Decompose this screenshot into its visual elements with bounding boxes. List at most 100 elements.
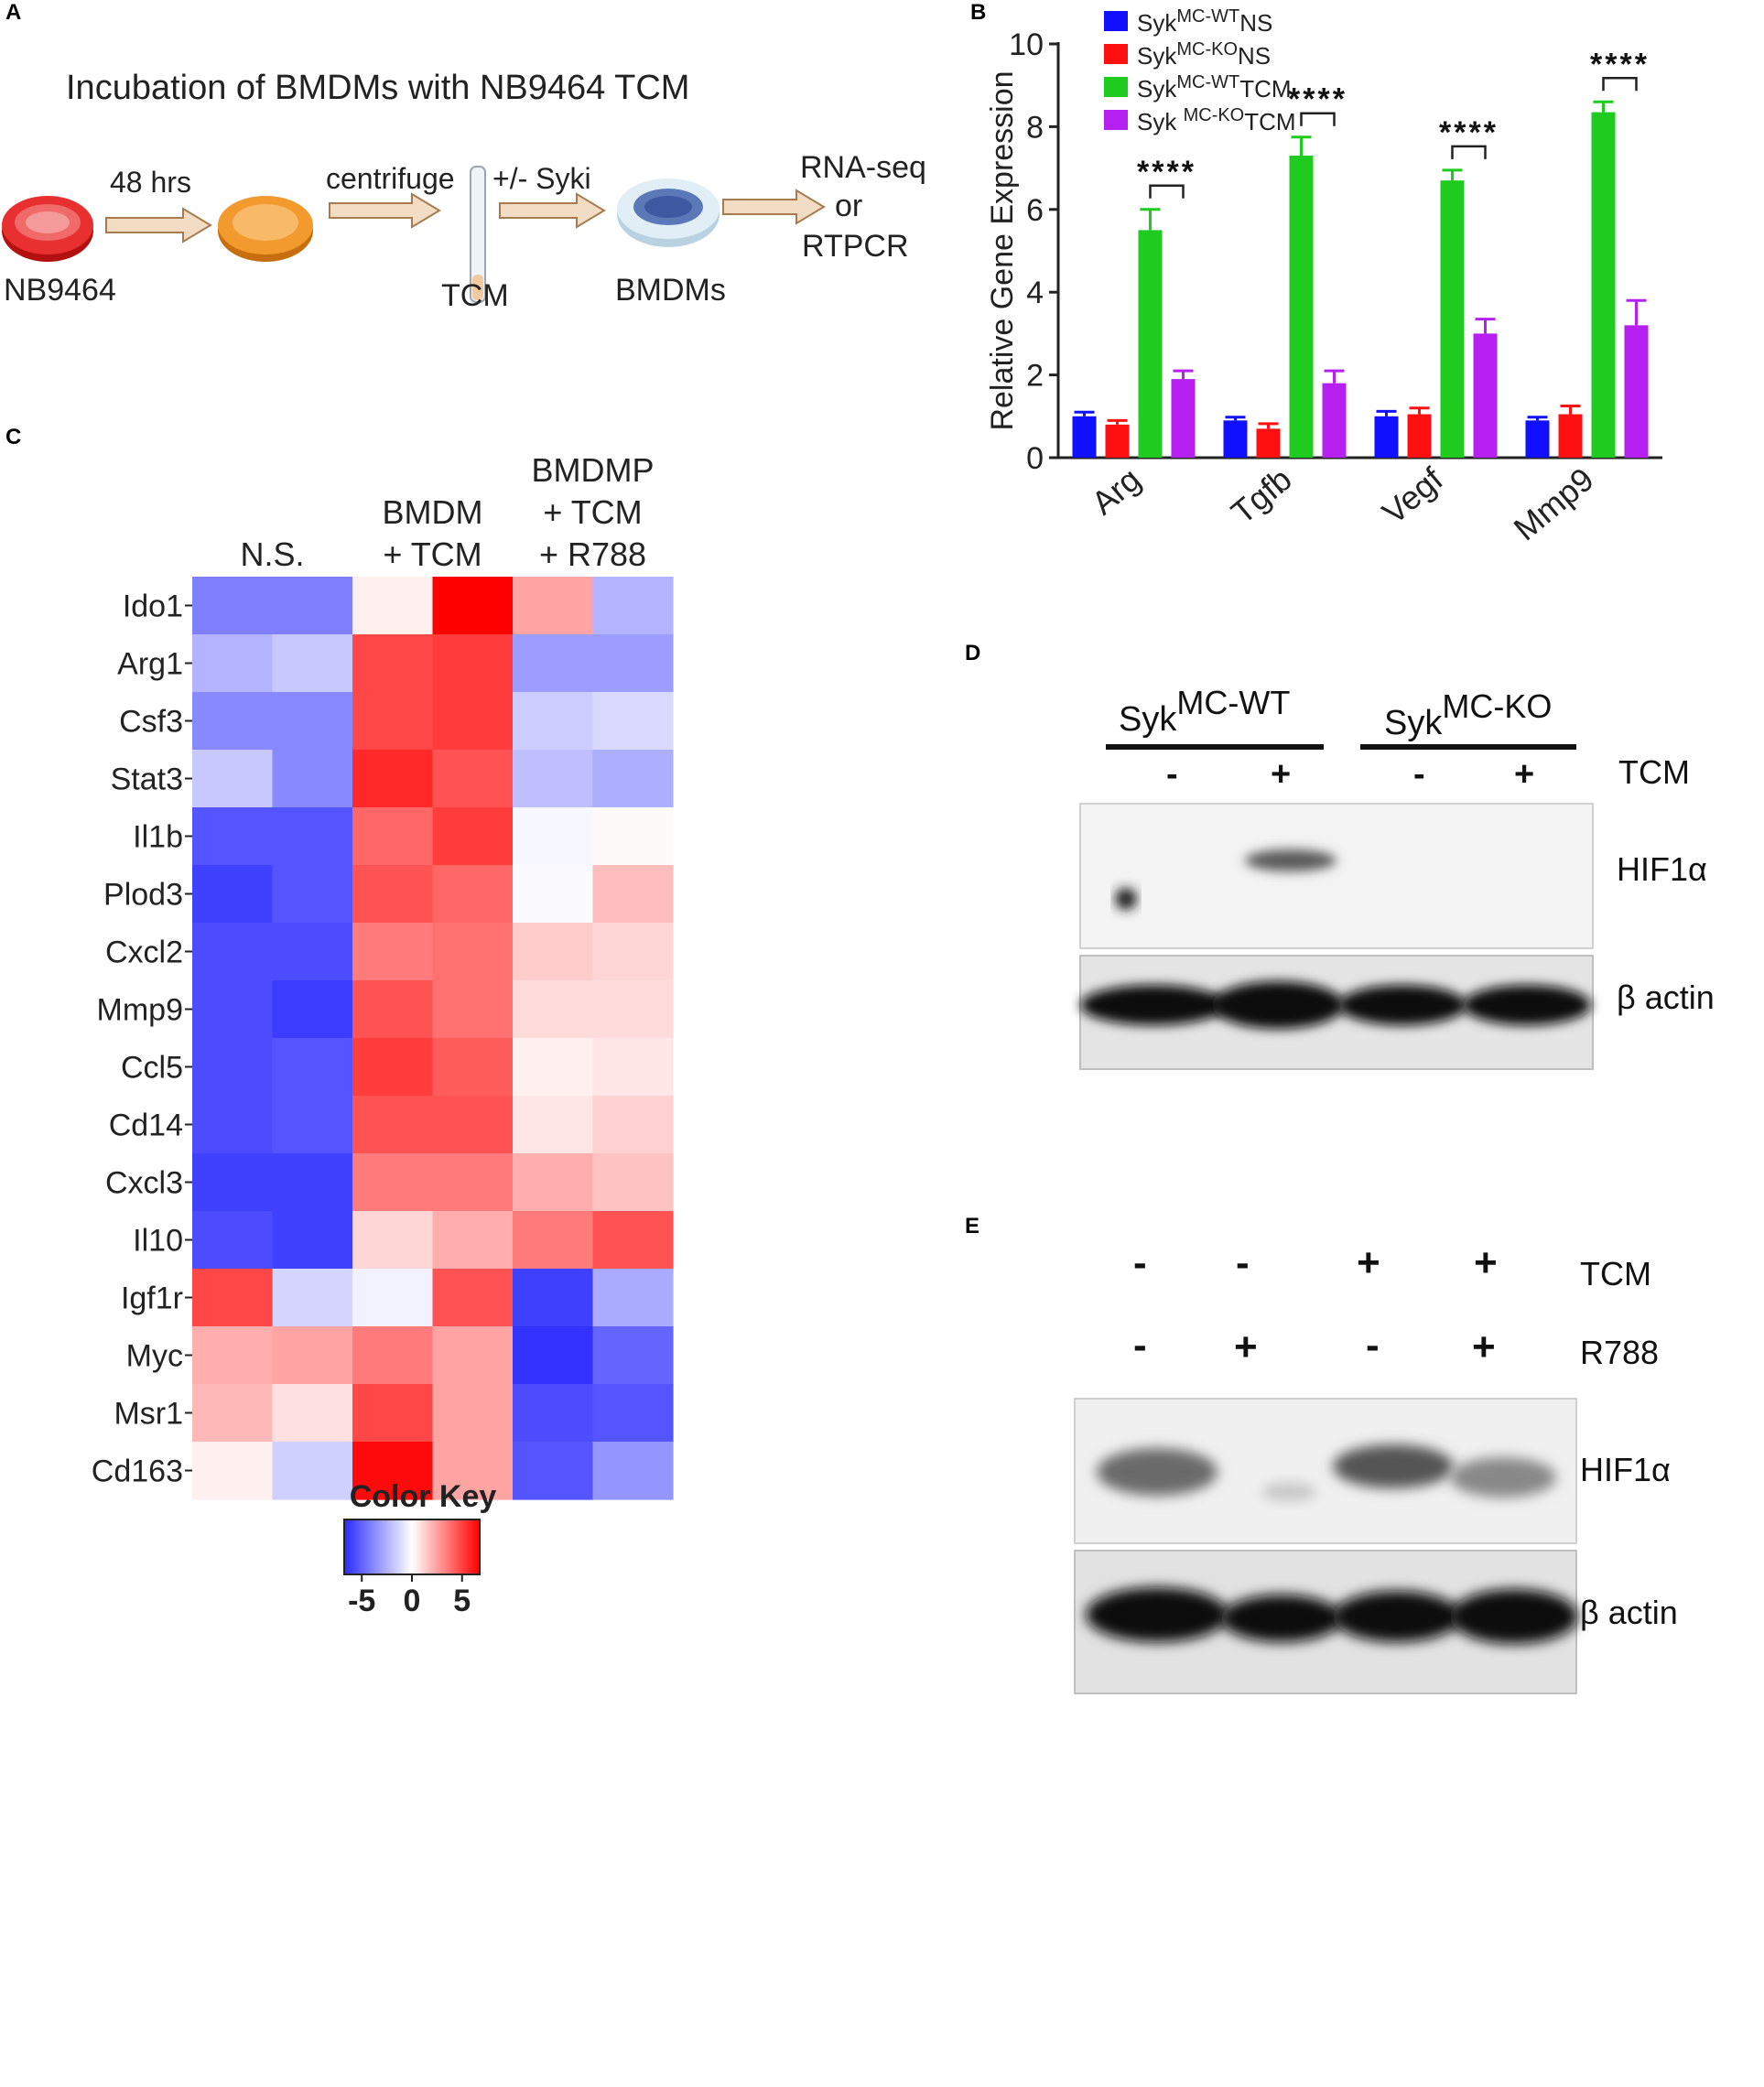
heatmap-cell <box>352 1096 434 1154</box>
heatmap-cell <box>592 865 674 924</box>
significance-bracket <box>1149 184 1185 199</box>
heatmap-cell <box>432 1153 514 1212</box>
heatmap-cell <box>192 1326 274 1385</box>
y-tick-label: 10 <box>1009 27 1044 62</box>
centrifuge-label: centrifuge <box>326 162 455 195</box>
heatmap-cell <box>513 865 594 924</box>
heatmap-cell <box>352 980 434 1039</box>
arrow-4-icon <box>722 189 826 225</box>
heatmap-cell <box>192 1153 274 1212</box>
heatmap-cell <box>272 1269 353 1327</box>
tcm-sign-1: - <box>1166 755 1178 794</box>
readout-rtpcr: RTPCR <box>802 229 909 264</box>
bar <box>1624 325 1649 458</box>
arrow-1-icon <box>105 207 212 243</box>
heatmap-cell <box>513 1384 594 1443</box>
heatmap-cell <box>192 577 274 635</box>
heatmap-cell <box>272 865 353 924</box>
legend-entry: SykMC-WTNS <box>1137 6 1272 37</box>
syki-label: +/- Syki <box>492 162 591 195</box>
significance-bracket <box>1451 145 1487 159</box>
row-label: Csf3 <box>119 705 183 740</box>
column-group-label: BMDMP <box>532 451 655 489</box>
color-key-bar <box>343 1519 481 1575</box>
y-tick-label: 2 <box>1026 359 1044 394</box>
heatmap-cell <box>592 1326 674 1385</box>
hif1a-label-d: HIF1α <box>1617 850 1707 888</box>
bar <box>1591 112 1616 458</box>
heatmap-cell <box>432 865 514 924</box>
heatmap-cell <box>592 1096 674 1154</box>
heatmap-cell <box>192 807 274 866</box>
heatmap-cell <box>592 1038 674 1097</box>
heatmap-cell <box>513 1326 594 1385</box>
significance-label: **** <box>1439 115 1499 150</box>
heatmap-cell <box>352 750 434 808</box>
heatmap-cell <box>192 980 274 1039</box>
bar <box>1289 156 1314 459</box>
heatmap-cell <box>432 807 514 866</box>
bar <box>1525 420 1550 458</box>
significance-label: **** <box>1288 82 1347 117</box>
heatmap-cell <box>352 634 434 693</box>
bar <box>1407 414 1432 458</box>
heatmap-cell <box>432 750 514 808</box>
column-group-label: + TCM <box>383 535 482 573</box>
heatmap-cell <box>432 1384 514 1443</box>
panel-c-label: C <box>5 425 22 449</box>
heatmap-cell <box>592 1211 674 1270</box>
e-tcm-sign-1: - <box>1133 1240 1147 1285</box>
heatmap-cell <box>432 1326 514 1385</box>
bar <box>1473 333 1498 458</box>
category-label: Arg <box>1084 460 1147 522</box>
significance-bracket <box>1300 112 1336 126</box>
incubation-time-label: 48 hrs <box>110 166 191 199</box>
tcm-sign-3: - <box>1413 755 1425 794</box>
heatmap-cell <box>272 807 353 866</box>
bar <box>1171 379 1196 458</box>
row-label: Arg1 <box>117 647 183 682</box>
bar <box>1223 420 1248 458</box>
row-label: Ccl5 <box>121 1051 183 1086</box>
y-tick-label: 8 <box>1026 110 1044 145</box>
color-key-tick-label: 5 <box>453 1584 471 1618</box>
heatmap-cell <box>192 1442 274 1500</box>
heatmap-cell <box>272 1442 353 1500</box>
legend-swatch <box>1104 11 1128 31</box>
heatmap-cell <box>513 1153 594 1212</box>
color-key-tick-label: 0 <box>404 1584 421 1618</box>
bar <box>1105 424 1130 458</box>
heatmap-cell <box>352 1326 434 1385</box>
color-key-title: Color Key <box>350 1479 497 1514</box>
heatmap-cell <box>513 923 594 981</box>
heatmap-cell <box>192 692 274 751</box>
western-blot-e: - - + + TCM - + - + R788 HIF1α β actin <box>1074 1240 1678 1694</box>
heatmap: Ido1 Arg1 Csf3 Stat3 Il1b Plod3 Cxcl2 Mmp9 Ccl5 C… <box>92 451 674 1618</box>
bar <box>1072 416 1097 458</box>
heatmap-cell <box>513 692 594 751</box>
panel-a-title: Incubation of BMDMs with NB9464 TCM <box>66 69 689 107</box>
heatmap-cell <box>592 1384 674 1443</box>
heatmap-cell <box>592 692 674 751</box>
e-r788-sign-3: - <box>1366 1323 1380 1368</box>
y-tick-label: 4 <box>1026 276 1044 310</box>
heatmap-cell <box>192 1269 274 1327</box>
heatmap-cell <box>432 1096 514 1154</box>
actin-label-d: β actin <box>1617 979 1715 1016</box>
nb9464-label: NB9464 <box>4 273 116 308</box>
color-key-tick-label: -5 <box>348 1584 375 1618</box>
legend-entry: SykMC-KONS <box>1137 39 1271 70</box>
tcm-tube-icon <box>470 166 486 303</box>
row-label: Mmp9 <box>97 993 183 1028</box>
heatmap-cell <box>352 865 434 924</box>
e-r788-row-label: R788 <box>1580 1334 1659 1371</box>
heatmap-cell <box>192 865 274 924</box>
category-label: Tgfb <box>1224 460 1299 532</box>
heatmap-cell <box>513 1038 594 1097</box>
bar <box>1256 428 1281 458</box>
e-r788-sign-4: + <box>1472 1325 1496 1369</box>
heatmap-cell <box>513 807 594 866</box>
bmdms-label: BMDMs <box>615 273 726 308</box>
heatmap-cell <box>592 980 674 1039</box>
e-tcm-row-label: TCM <box>1580 1255 1651 1292</box>
